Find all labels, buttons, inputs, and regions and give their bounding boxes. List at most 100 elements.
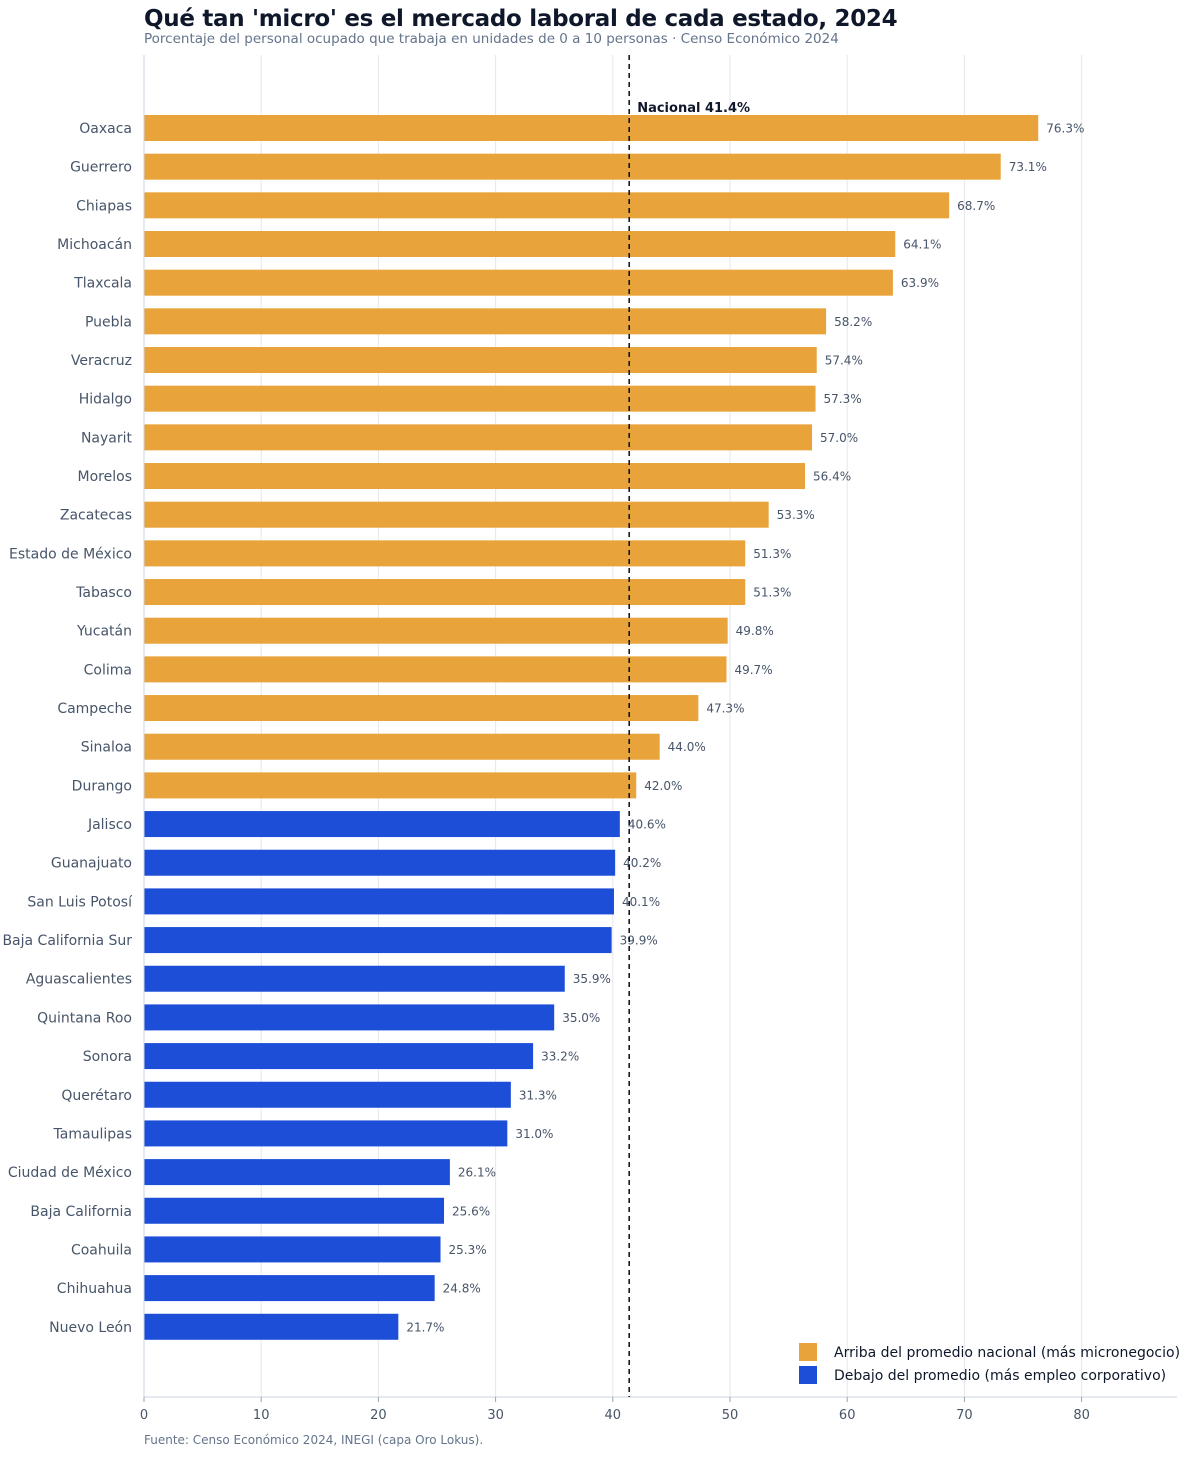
data-label: 25.3% bbox=[449, 1243, 487, 1257]
bar bbox=[144, 656, 727, 683]
x-tick-label: 40 bbox=[605, 1408, 622, 1423]
bar bbox=[144, 1120, 508, 1147]
bar bbox=[144, 772, 637, 799]
bar bbox=[144, 695, 699, 722]
y-tick-label: Ciudad de México bbox=[8, 1165, 132, 1181]
bar bbox=[144, 308, 827, 335]
y-tick-label: Guerrero bbox=[70, 160, 132, 176]
data-label: 33.2% bbox=[541, 1050, 579, 1064]
y-tick-label: Morelos bbox=[78, 469, 132, 485]
y-tick-label: Campeche bbox=[57, 701, 132, 717]
x-tick-label: 60 bbox=[839, 1408, 856, 1423]
chart-subtitle: Porcentaje del personal ocupado que trab… bbox=[144, 31, 839, 47]
value-labels: 76.3% 73.1% 68.7% 64.1% 63.9% 58.2% 57.4% 57.3%… bbox=[406, 122, 1084, 1335]
bar bbox=[144, 540, 746, 567]
y-tick-label: Guanajuato bbox=[51, 856, 132, 872]
y-tick-label: Tamaulipas bbox=[53, 1126, 132, 1142]
data-label: 58.2% bbox=[834, 315, 872, 329]
bar bbox=[144, 1197, 445, 1224]
bar bbox=[144, 1275, 435, 1302]
legend-swatch bbox=[799, 1343, 817, 1361]
data-label: 25.6% bbox=[452, 1204, 490, 1218]
data-label: 56.4% bbox=[813, 470, 851, 484]
bar bbox=[144, 347, 817, 374]
y-tick-label: Veracruz bbox=[71, 353, 132, 369]
x-tick-label: 70 bbox=[956, 1408, 973, 1423]
x-tick-label: 20 bbox=[370, 1408, 387, 1423]
x-tick-label: 10 bbox=[253, 1408, 270, 1423]
bar bbox=[144, 463, 806, 490]
data-label: 35.0% bbox=[562, 1011, 600, 1025]
bar bbox=[144, 1313, 399, 1340]
x-tick-label: 0 bbox=[140, 1408, 148, 1423]
data-label: 57.3% bbox=[824, 392, 862, 406]
bar bbox=[144, 1004, 555, 1031]
y-tick-label: Sonora bbox=[83, 1049, 132, 1065]
data-label: 63.9% bbox=[901, 276, 939, 290]
bar bbox=[144, 1081, 511, 1108]
source-note: Fuente: Censo Económico 2024, INEGI (cap… bbox=[144, 1433, 484, 1447]
data-label: 31.3% bbox=[519, 1088, 557, 1102]
legend-swatch bbox=[799, 1366, 817, 1384]
data-label: 40.2% bbox=[623, 856, 661, 870]
data-label: 44.0% bbox=[668, 740, 706, 754]
y-tick-label: Estado de México bbox=[9, 546, 132, 562]
bar bbox=[144, 811, 620, 838]
data-label: 31.0% bbox=[515, 1127, 553, 1141]
y-tick-label: Querétaro bbox=[61, 1088, 132, 1104]
y-tick-label: Quintana Roo bbox=[37, 1010, 132, 1026]
data-label: 53.3% bbox=[777, 508, 815, 522]
y-tick-label: Yucatán bbox=[76, 624, 132, 640]
bar bbox=[144, 115, 1039, 141]
bar bbox=[144, 231, 896, 258]
bar bbox=[144, 501, 769, 528]
bar bbox=[144, 733, 660, 760]
bar bbox=[144, 1043, 534, 1070]
data-label: 35.9% bbox=[573, 972, 611, 986]
data-label: 49.8% bbox=[736, 624, 774, 638]
y-axis-labels: Oaxaca Guerrero Chiapas Michoacán Tlaxcala Pu… bbox=[2, 121, 133, 1336]
y-tick-label: Oaxaca bbox=[79, 121, 132, 137]
x-tick-label: 80 bbox=[1073, 1408, 1090, 1423]
bar bbox=[144, 385, 816, 412]
y-tick-label: Jalisco bbox=[87, 817, 132, 833]
y-tick-label: Baja California bbox=[30, 1204, 132, 1220]
y-tick-label: Puebla bbox=[85, 314, 132, 330]
y-tick-label: Michoacán bbox=[57, 237, 132, 253]
reference-line-label: Nacional 41.4% bbox=[637, 101, 750, 116]
y-tick-label: Durango bbox=[72, 778, 132, 794]
data-label: 68.7% bbox=[957, 199, 995, 213]
bar bbox=[144, 153, 1001, 180]
x-tick-label: 50 bbox=[722, 1408, 739, 1423]
y-tick-label: Nuevo León bbox=[49, 1320, 132, 1336]
x-tick-label: 30 bbox=[487, 1408, 504, 1423]
data-label: 49.7% bbox=[734, 663, 772, 677]
bar bbox=[144, 1236, 441, 1263]
bar bbox=[144, 927, 612, 954]
y-tick-label: Chiapas bbox=[76, 198, 132, 214]
y-tick-label: Nayarit bbox=[81, 430, 133, 446]
y-tick-label: Zacatecas bbox=[60, 508, 132, 524]
data-label: 51.3% bbox=[753, 547, 791, 561]
data-label: 40.1% bbox=[622, 895, 660, 909]
bar bbox=[144, 965, 565, 992]
y-tick-label: Aguascalientes bbox=[26, 972, 132, 988]
y-tick-label: Tlaxcala bbox=[73, 276, 132, 292]
data-label: 21.7% bbox=[406, 1320, 444, 1334]
y-tick-label: Tabasco bbox=[75, 585, 132, 601]
data-label: 24.8% bbox=[443, 1282, 481, 1296]
x-axis-ticks: 0 10 20 30 40 50 60 70 80 bbox=[140, 1397, 1090, 1423]
data-label: 73.1% bbox=[1009, 160, 1047, 174]
data-label: 57.4% bbox=[825, 354, 863, 368]
y-tick-label: Hidalgo bbox=[79, 392, 132, 408]
data-label: 26.1% bbox=[458, 1166, 496, 1180]
axes bbox=[143, 55, 1177, 1398]
bar bbox=[144, 1159, 450, 1186]
y-tick-label: Baja California Sur bbox=[2, 933, 132, 949]
data-label: 42.0% bbox=[644, 779, 682, 793]
data-label: 47.3% bbox=[706, 702, 744, 716]
data-label: 39.9% bbox=[620, 934, 658, 948]
data-label: 40.6% bbox=[628, 818, 666, 832]
legend-label: Debajo del promedio (más empleo corporat… bbox=[834, 1368, 1166, 1384]
